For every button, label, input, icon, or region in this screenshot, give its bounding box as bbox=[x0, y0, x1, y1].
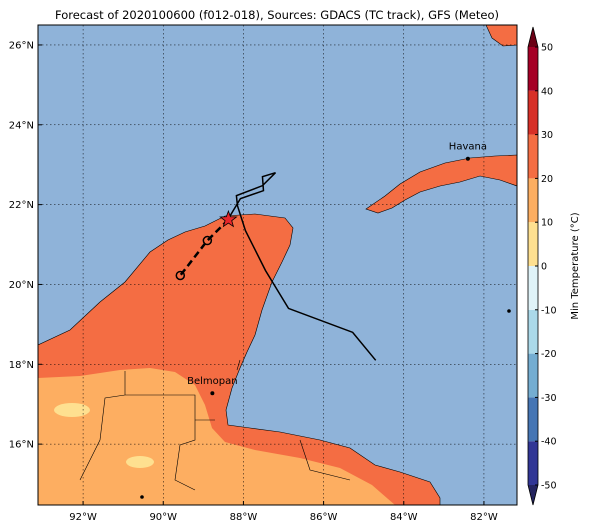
x-tick-label: 90°W bbox=[149, 512, 177, 523]
land bbox=[485, 25, 517, 47]
forecast-track bbox=[179, 218, 230, 277]
colorbar-band bbox=[528, 266, 538, 310]
map-title: Forecast of 2020100600 (f012-018), Sourc… bbox=[55, 8, 499, 22]
colorbar-tick-label: -20 bbox=[541, 349, 557, 360]
colorbar-band bbox=[528, 353, 538, 398]
colorbar-tick-label: -50 bbox=[541, 481, 557, 492]
map-area: Havana Belmopan bbox=[38, 25, 517, 505]
city-dot bbox=[507, 309, 511, 313]
colorbar-label: Min Temperature (°C) bbox=[570, 212, 581, 319]
colorbar-tick-label: 10 bbox=[541, 218, 553, 229]
colorbar: -50 -40 -30 -20 -10 0 10 20 30 40 50 Min Temperatur… bbox=[527, 26, 581, 506]
colorbar-band bbox=[528, 441, 538, 485]
colorbar-over bbox=[528, 27, 538, 47]
colorbar-tick-label: -30 bbox=[541, 393, 557, 404]
y-tick-label: 16°N bbox=[9, 440, 34, 451]
colorbar-band bbox=[528, 47, 538, 91]
axes: 92°W 90°W 88°W 86°W 84°W 82°W 16°N 18°N 20°N 22°N… bbox=[9, 40, 498, 523]
colorbar-band bbox=[528, 90, 538, 135]
colorbar-tick-label: -40 bbox=[541, 437, 557, 448]
y-tick-label: 18°N bbox=[9, 360, 34, 371]
land-pale bbox=[126, 456, 154, 468]
y-tick-label: 24°N bbox=[9, 120, 34, 131]
x-tick-label: 88°W bbox=[230, 512, 258, 523]
colorbar-band bbox=[528, 134, 538, 179]
colorbar-band bbox=[528, 178, 538, 223]
land-light bbox=[38, 368, 395, 505]
map-frame bbox=[37, 24, 518, 506]
x-tick-label: 82°W bbox=[470, 512, 498, 523]
city-dot bbox=[140, 495, 144, 499]
city-dot bbox=[465, 156, 470, 161]
overlay: Havana Belmopan bbox=[38, 25, 517, 505]
city-label: Belmopan bbox=[187, 376, 237, 387]
y-tick-label: 26°N bbox=[9, 40, 34, 51]
tc-track bbox=[227, 171, 377, 361]
colorbar-under bbox=[528, 485, 538, 505]
x-tick-label: 86°W bbox=[310, 512, 338, 523]
forecast-point bbox=[175, 270, 186, 281]
colorbar-tick-label: 30 bbox=[541, 130, 553, 141]
colorbar-band bbox=[528, 222, 538, 266]
city-dot bbox=[210, 391, 215, 396]
colorbar-tick-label: 0 bbox=[541, 262, 547, 273]
colorbar-band bbox=[528, 309, 538, 354]
storm-position bbox=[219, 209, 238, 228]
colorbar-tick-label: 20 bbox=[541, 174, 553, 185]
colorbar-tick-label: -10 bbox=[541, 305, 557, 316]
colorbar-band bbox=[528, 397, 538, 442]
border bbox=[79, 359, 351, 491]
colorbar-tick-label: 50 bbox=[541, 43, 553, 54]
y-tick-label: 20°N bbox=[9, 280, 34, 291]
colorbar-tick-label: 40 bbox=[541, 86, 553, 97]
forecast-point bbox=[202, 235, 213, 246]
y-tick-label: 22°N bbox=[9, 200, 34, 211]
city-label: Havana bbox=[449, 142, 487, 153]
x-tick-label: 92°W bbox=[69, 512, 97, 523]
x-tick-label: 84°W bbox=[390, 512, 418, 523]
land-pale bbox=[54, 403, 90, 417]
